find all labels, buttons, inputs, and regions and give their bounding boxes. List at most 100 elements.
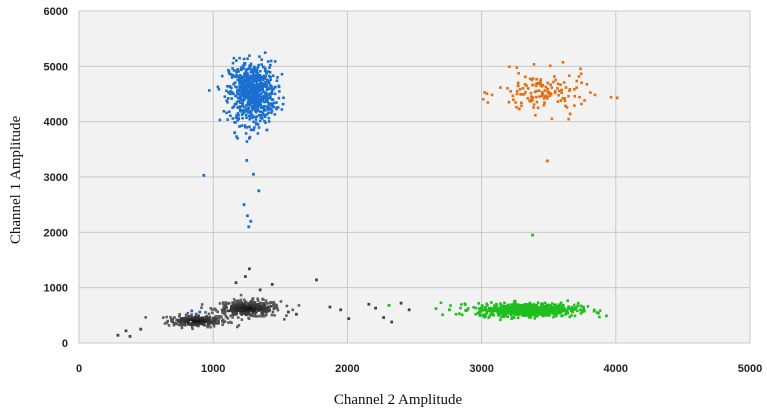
data-point [567, 74, 571, 77]
data-point [264, 299, 268, 303]
data-point [232, 92, 235, 95]
data-points [116, 51, 619, 338]
data-point [492, 313, 495, 317]
data-point [387, 303, 391, 307]
data-point [226, 97, 230, 100]
data-point [271, 310, 275, 314]
data-point [454, 312, 458, 316]
data-point [521, 87, 525, 90]
data-point [251, 297, 255, 300]
data-point [263, 51, 267, 54]
data-point [501, 305, 504, 308]
data-point [505, 311, 509, 315]
data-point [522, 92, 526, 96]
data-point [226, 118, 229, 121]
data-point [593, 93, 597, 97]
data-point [248, 267, 251, 271]
data-point [262, 106, 266, 110]
data-point [275, 79, 279, 83]
data-point [184, 323, 187, 327]
data-point [261, 98, 265, 102]
data-point [227, 309, 231, 313]
data-point [247, 225, 251, 229]
data-point [249, 76, 253, 80]
data-point [572, 303, 576, 307]
data-point [250, 68, 253, 71]
data-point [239, 298, 243, 302]
data-point [264, 67, 267, 70]
data-point [128, 334, 132, 338]
data-point [207, 89, 211, 92]
data-point [199, 322, 202, 326]
data-point [236, 74, 240, 78]
data-point [255, 87, 259, 90]
data-point [515, 105, 518, 109]
data-point [246, 75, 250, 78]
data-point [545, 308, 548, 311]
data-point [233, 102, 237, 106]
data-point [266, 105, 269, 109]
data-point [245, 159, 249, 162]
data-point [248, 110, 251, 114]
data-point [240, 113, 244, 116]
data-point [197, 320, 200, 323]
data-point [258, 69, 262, 73]
data-point [543, 301, 547, 305]
data-point [555, 306, 559, 310]
data-point [262, 304, 266, 307]
data-point [264, 313, 268, 317]
data-point [554, 314, 558, 318]
data-point [519, 310, 523, 314]
data-point [246, 107, 250, 111]
data-point [183, 321, 186, 324]
data-point [562, 81, 566, 84]
data-point [564, 104, 567, 108]
data-point [211, 320, 215, 324]
y-tick-label: 5000 [44, 61, 68, 73]
data-point [242, 98, 246, 102]
data-point [520, 313, 524, 317]
data-point [472, 306, 475, 309]
data-point [252, 120, 255, 124]
data-point [545, 305, 549, 309]
data-point [459, 306, 462, 310]
data-point [541, 92, 545, 96]
data-point [514, 302, 518, 306]
data-point [244, 89, 248, 92]
data-point [263, 104, 267, 108]
data-point [259, 97, 263, 101]
data-point [567, 117, 570, 121]
data-point [265, 94, 269, 98]
data-point [256, 100, 260, 103]
data-point [200, 317, 203, 320]
data-point [573, 314, 577, 318]
data-point [252, 98, 256, 102]
data-point [267, 74, 271, 78]
data-point [529, 313, 533, 317]
data-point [243, 87, 246, 91]
data-point [264, 121, 267, 124]
data-point [533, 313, 537, 317]
data-point [549, 304, 553, 308]
data-point [253, 86, 257, 89]
data-point [250, 81, 254, 85]
data-point [265, 128, 269, 132]
data-point [547, 90, 550, 94]
data-point [217, 321, 220, 325]
data-point [484, 306, 487, 309]
data-point [262, 90, 266, 94]
data-point [315, 278, 318, 282]
data-point [191, 327, 194, 331]
data-point [253, 70, 256, 73]
data-point [207, 319, 211, 322]
data-point [546, 307, 550, 311]
data-point [251, 116, 254, 120]
data-point [515, 66, 519, 69]
data-point [275, 306, 279, 309]
data-point [561, 306, 565, 310]
data-point [533, 309, 537, 312]
data-point [260, 63, 264, 66]
data-point [222, 309, 226, 312]
data-point [223, 310, 227, 314]
data-point [269, 78, 272, 81]
